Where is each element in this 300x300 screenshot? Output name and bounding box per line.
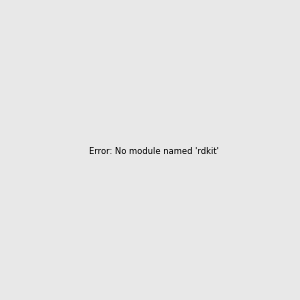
Text: Error: No module named 'rdkit': Error: No module named 'rdkit'	[89, 147, 219, 156]
